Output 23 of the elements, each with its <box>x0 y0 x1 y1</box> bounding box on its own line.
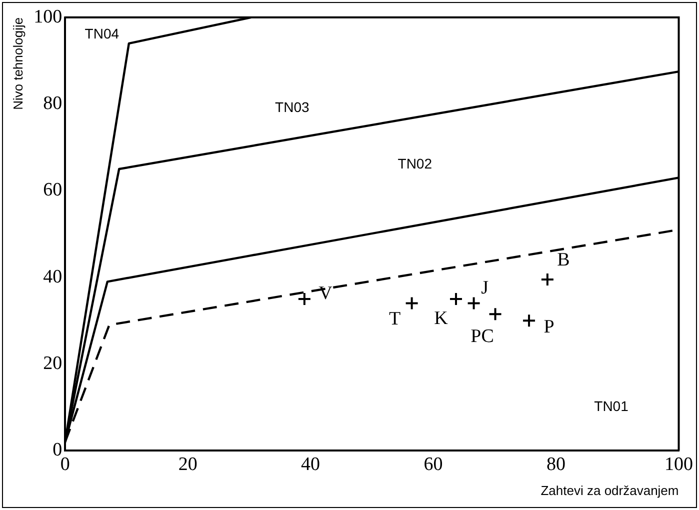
annotation: K <box>434 308 448 329</box>
x-tick-label: 20 <box>178 454 198 475</box>
annotation: TN04 <box>84 26 120 42</box>
y-axis-title: Nivo tehnologije <box>10 17 26 110</box>
annotation: J <box>481 277 488 298</box>
y-tick-label: 80 <box>43 93 62 114</box>
x-tick-label: 40 <box>301 454 320 475</box>
annotation: B <box>557 249 570 270</box>
y-tick-label: 100 <box>34 6 62 28</box>
y-tick-label: 20 <box>43 352 62 374</box>
annotation: TN01 <box>594 398 629 414</box>
y-tick-label: 60 <box>43 180 62 201</box>
y-tick-label: 0 <box>52 440 62 461</box>
x-tick-label: 80 <box>546 454 566 475</box>
annotation: PC <box>470 326 494 348</box>
annotation: P <box>544 316 554 338</box>
annotation: T <box>389 308 402 330</box>
x-axis-title: Zahtevi za održavanjem <box>540 482 679 498</box>
x-tick-label: 100 <box>664 454 693 475</box>
x-tick-label: 60 <box>424 454 443 475</box>
y-tick-label: 40 <box>43 266 62 288</box>
annotation: TN02 <box>398 156 432 172</box>
annotation: TN03 <box>275 99 310 116</box>
